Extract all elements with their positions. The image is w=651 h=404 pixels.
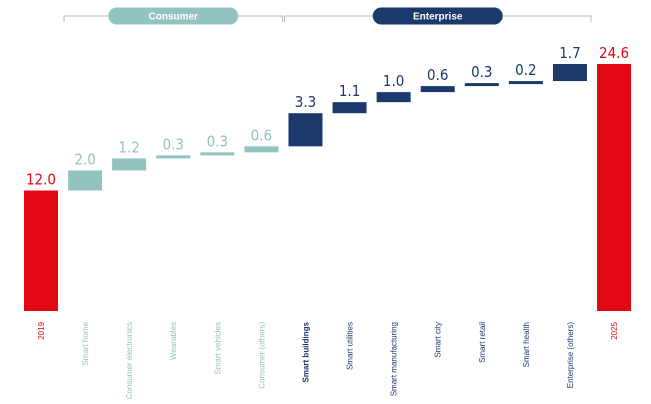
category-label: Wearables [169, 322, 178, 360]
value-label: 12.0 [26, 171, 56, 189]
value-label: 0.3 [471, 63, 492, 81]
value-label: 1.7 [559, 44, 580, 62]
bar[interactable] [420, 86, 455, 93]
bar[interactable] [156, 155, 191, 159]
category-label: 2025 [610, 321, 619, 339]
value-label: 1.2 [118, 138, 139, 156]
bar[interactable] [112, 158, 147, 171]
category-label: Smart manufacturing [390, 322, 399, 396]
group-pill [372, 7, 503, 25]
bar[interactable] [376, 92, 411, 103]
group-label: Consumer [149, 12, 199, 23]
category-label: 2019 [37, 321, 46, 339]
value-label: 0.2 [515, 61, 536, 79]
bar[interactable] [288, 113, 323, 147]
bar[interactable] [200, 152, 235, 156]
bar[interactable] [68, 170, 103, 191]
bar[interactable] [552, 64, 587, 82]
bar[interactable] [464, 83, 499, 87]
value-label: 1.1 [339, 82, 360, 100]
category-label: Smart city [434, 322, 443, 358]
category-label: Smart buildings [301, 321, 310, 382]
category-label: Smart utilities [346, 322, 355, 370]
value-label: 0.3 [207, 132, 228, 150]
category-label: Enterprise (others) [566, 322, 575, 389]
category-label: Smart home [81, 321, 90, 365]
value-label: 0.6 [427, 66, 448, 84]
bar[interactable] [24, 190, 58, 311]
value-label: 0.6 [251, 126, 272, 144]
category-label: Consumer electronics [125, 322, 134, 399]
bar[interactable] [508, 81, 543, 85]
category-label: Smart vehicles [213, 322, 222, 374]
value-label: 3.3 [295, 93, 316, 111]
group-label: Enterprise [413, 12, 463, 23]
group-pill [108, 7, 239, 25]
category-label: Consumer (others) [257, 322, 266, 389]
value-label: 0.3 [163, 135, 184, 153]
value-label: 24.6 [599, 44, 629, 62]
category-label: Smart health [522, 322, 531, 367]
bar[interactable] [244, 146, 279, 153]
category-label: Smart retail [478, 322, 487, 363]
bar[interactable] [597, 64, 632, 311]
value-label: 1.0 [383, 72, 404, 90]
bar[interactable] [332, 102, 367, 114]
value-label: 2.0 [74, 150, 95, 168]
